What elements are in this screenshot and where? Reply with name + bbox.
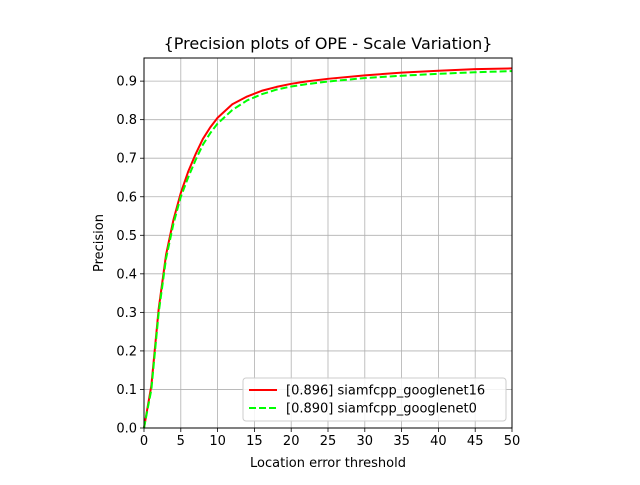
x-tick-label: 40 xyxy=(430,434,447,449)
x-tick-label: 15 xyxy=(246,434,263,449)
chart-legend: [0.896] siamfcpp_googlenet16 [0.890] siam… xyxy=(242,377,507,422)
y-tick-label: 0.7 xyxy=(116,152,137,167)
data-series xyxy=(143,67,513,429)
series-line-1 xyxy=(143,70,513,429)
y-axis-label: Precision xyxy=(92,214,107,272)
y-tick-label: 0.1 xyxy=(116,383,137,398)
x-tick-label: 45 xyxy=(467,434,484,449)
y-tick-label: 0.4 xyxy=(116,267,137,282)
y-tick-label: 0.6 xyxy=(116,190,137,205)
x-tick-label: 0 xyxy=(140,434,148,449)
y-tick-label: 0.2 xyxy=(116,344,137,359)
y-tick-label: 0.0 xyxy=(116,422,137,437)
legend-label-0: [0.896] siamfcpp_googlenet16 xyxy=(286,384,485,399)
y-tick-label: 0.5 xyxy=(116,229,137,244)
x-tick-label: 35 xyxy=(393,434,410,449)
x-tick-label: 5 xyxy=(177,434,185,449)
x-tick-label: 25 xyxy=(320,434,337,449)
series-line-0 xyxy=(143,67,513,429)
axis-ticks: 0 5 10 15 20 25 30 35 40 45 50 0.0 0.1 0.2 0.3 0.4 0.5 0.… xyxy=(116,75,520,449)
y-tick-label: 0.8 xyxy=(116,113,137,128)
chart-title: {Precision plots of OPE - Scale Variatio… xyxy=(164,34,493,53)
legend-box xyxy=(242,377,507,422)
x-axis-label: Location error threshold xyxy=(250,456,406,471)
legend-label-1: [0.890] siamfcpp_googlenet0 xyxy=(286,402,477,417)
x-tick-label: 50 xyxy=(504,434,521,449)
y-tick-label: 0.9 xyxy=(116,75,137,90)
x-tick-label: 20 xyxy=(283,434,300,449)
x-tick-label: 10 xyxy=(209,434,226,449)
x-tick-label: 30 xyxy=(357,434,374,449)
y-tick-label: 0.3 xyxy=(116,306,137,321)
